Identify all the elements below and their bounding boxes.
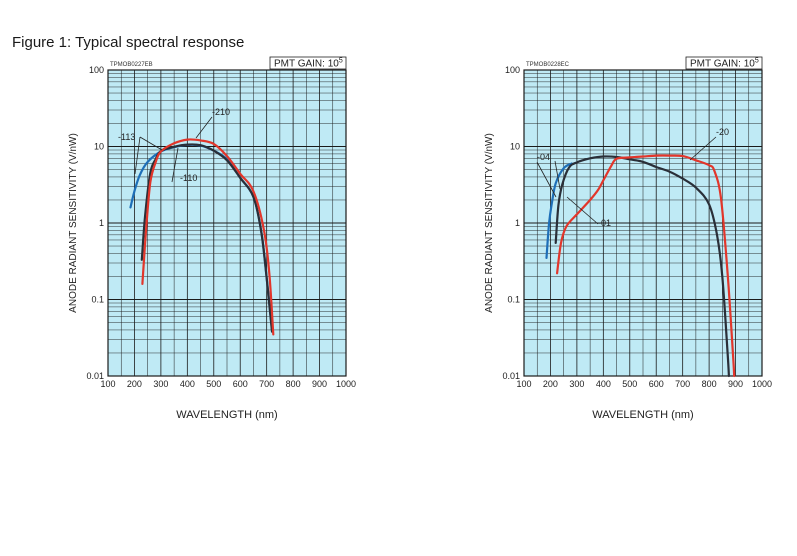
series-line-r20 [556,154,736,378]
y-tick-label: 100 [89,65,104,75]
x-tick-label: 400 [180,379,195,389]
annotation-leader [566,196,599,225]
annotation-label: -110 [180,173,197,183]
x-tick-label: 100 [516,379,531,389]
y-tick-label: 0.1 [507,295,520,305]
series-line-r210 [141,138,275,336]
x-tick-label: 500 [206,379,221,389]
x-tick-label: 200 [543,379,558,389]
annotation-leader [195,116,213,139]
x-tick-label: 700 [259,379,274,389]
annotation-label: -20 [716,127,729,137]
plot-frame-right [523,69,763,377]
series-line-r110 [140,143,274,333]
chart-code: TPMOB0227EB [110,62,153,68]
series-line-r04 [545,162,573,259]
y-axis-label: ANODE RADIANT SENSITIVITY (V/nW) [484,133,495,313]
x-tick-label: 900 [312,379,327,389]
x-tick-label: 600 [649,379,664,389]
x-tick-label: 500 [622,379,637,389]
x-axis-label: WAVELENGTH (nm) [176,409,277,421]
annotation-leader [139,136,163,151]
annotation-label: -210 [212,107,230,117]
x-axis-label: WAVELENGTH (nm) [592,409,693,421]
x-tick-label: 100 [100,379,115,389]
y-tick-label: 1 [515,218,520,228]
annotation-label: -01 [598,218,611,228]
annotation-label: -113 [118,132,135,142]
chart-code: TPMOB0228EC [526,62,570,68]
plot-frame-left [107,69,347,377]
figure-title: Figure 1: Typical spectral response [12,34,245,51]
annotation-leader [171,147,179,183]
annotation-leader [689,136,717,161]
annotation-leader [554,160,561,190]
y-tick-label: 100 [505,65,520,75]
y-tick-label: 1 [99,218,104,228]
gain-label: PMT GAIN: 105 [690,58,759,70]
x-tick-label: 800 [702,379,717,389]
y-tick-label: 0.01 [86,371,104,381]
x-tick-label: 300 [153,379,168,389]
plot-area-left [108,70,346,376]
series-line-r113 [129,143,274,331]
x-tick-label: 700 [675,379,690,389]
x-tick-label: 1000 [752,379,772,389]
gain-label: PMT GAIN: 105 [274,58,343,70]
series-line-r01 [554,155,730,378]
y-tick-label: 0.1 [91,295,104,305]
annotation-label: -04 [537,152,550,162]
annotation-leader [134,136,141,175]
x-tick-label: 1000 [336,379,356,389]
gain-box [269,56,347,70]
y-tick-label: 10 [510,142,520,152]
x-tick-label: 600 [233,379,248,389]
y-tick-label: 10 [94,142,104,152]
x-tick-label: 900 [728,379,743,389]
x-tick-label: 300 [569,379,584,389]
x-tick-label: 200 [127,379,142,389]
x-tick-label: 800 [286,379,301,389]
gain-box [685,56,763,70]
x-tick-label: 400 [596,379,611,389]
y-tick-label: 0.01 [502,371,520,381]
plot-area-right [524,70,762,376]
annotation-leader [536,161,557,198]
y-axis-label: ANODE RADIANT SENSITIVITY (V/nW) [68,133,79,313]
